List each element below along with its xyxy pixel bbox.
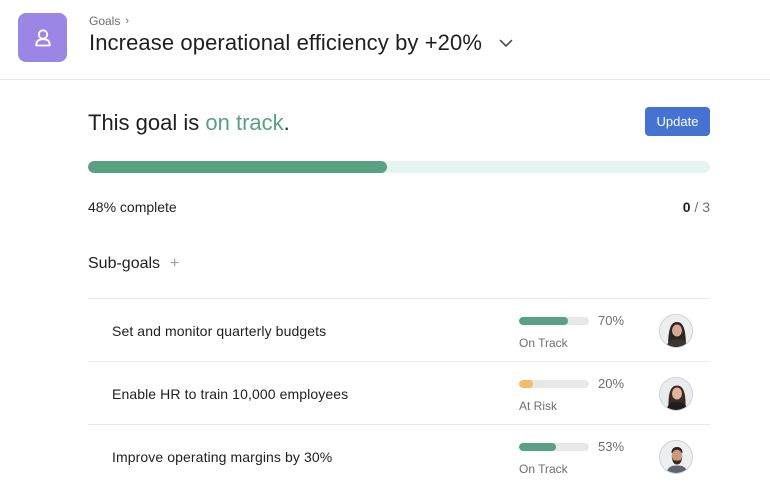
subgoals-header: Sub-goals + — [88, 255, 179, 273]
subgoal-row[interactable]: Set and monitor quarterly budgets 70% On… — [88, 298, 710, 361]
subgoal-progress-fill — [519, 380, 533, 388]
subgoal-percent: 20% — [598, 376, 625, 391]
breadcrumb-goals-link[interactable]: Goals — [89, 14, 121, 28]
subgoal-name[interactable]: Enable HR to train 10,000 employees — [112, 386, 349, 402]
avatar[interactable] — [659, 377, 693, 411]
goal-progress-fill — [88, 161, 387, 173]
subgoal-progress-bar — [519, 443, 589, 451]
subgoal-name[interactable]: Set and monitor quarterly budgets — [112, 323, 327, 339]
title-row: Increase operational efficiency by +20% — [89, 30, 516, 56]
avatar[interactable] — [659, 314, 693, 348]
subgoal-count-done: 0 — [682, 199, 691, 215]
update-button[interactable]: Update — [645, 107, 710, 136]
percent-complete: 48% complete — [88, 199, 177, 215]
breadcrumb: Goals › — [89, 14, 129, 28]
subgoal-progress-bar — [519, 317, 589, 325]
chevron-right-icon: › — [125, 15, 130, 27]
goal-person-icon — [18, 13, 67, 62]
status-value: on track — [205, 110, 284, 135]
subgoal-percent: 70% — [598, 313, 625, 328]
subgoal-progress-fill — [519, 317, 568, 325]
subgoal-row[interactable]: Enable HR to train 10,000 employees 20% … — [88, 361, 710, 424]
chevron-down-icon[interactable] — [496, 33, 516, 53]
subgoal-list: Set and monitor quarterly budgets 70% On… — [88, 298, 710, 487]
subgoal-status: On Track — [519, 336, 568, 350]
status-suffix: . — [283, 110, 290, 135]
subgoal-progress-fill — [519, 443, 557, 451]
subgoal-status: At Risk — [519, 399, 558, 413]
subgoal-count-total: / 3 — [694, 199, 710, 215]
subgoal-name[interactable]: Improve operating margins by 30% — [112, 449, 333, 465]
subgoal-status: On Track — [519, 462, 568, 476]
avatar[interactable] — [659, 440, 693, 474]
goal-progress-bar — [88, 161, 710, 173]
page-title: Increase operational efficiency by +20% — [89, 30, 483, 55]
status-prefix: This goal is — [88, 110, 200, 135]
goal-header: Goals › Increase operational efficiency … — [0, 0, 770, 80]
add-subgoal-button[interactable]: + — [170, 255, 180, 272]
goal-status-heading: This goal is on track. — [88, 110, 290, 136]
subgoal-count: 0 / 3 — [683, 199, 710, 215]
subgoal-percent: 53% — [598, 439, 625, 454]
subgoals-title: Sub-goals — [88, 255, 161, 272]
subgoal-progress-bar — [519, 380, 589, 388]
subgoal-row[interactable]: Improve operating margins by 30% 53% On … — [88, 424, 710, 487]
